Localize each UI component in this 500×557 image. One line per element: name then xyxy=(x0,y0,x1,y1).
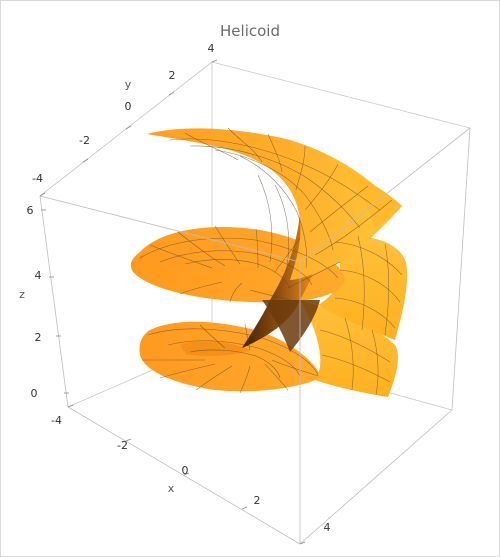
y-tick-label: 4 xyxy=(208,42,215,55)
y-axis-label: y xyxy=(125,78,132,91)
y-tick-label: 2 xyxy=(169,69,176,82)
surface-top-right-edge xyxy=(345,170,402,228)
x-tick-label: 4 xyxy=(324,521,331,534)
surface-bottom-band xyxy=(139,321,320,392)
surface-mid-right xyxy=(318,236,408,340)
y-tick-label: -2 xyxy=(79,134,90,147)
z-tick-label: 6 xyxy=(27,204,34,217)
x-axis-label: x xyxy=(168,482,175,495)
z-tick-label: 0 xyxy=(31,387,38,400)
z-tick-label: 2 xyxy=(35,331,42,344)
x-axis: -4 -2 0 2 4 x xyxy=(51,404,331,545)
helicoid-surface xyxy=(130,127,408,397)
x-tick-label: -4 xyxy=(51,414,62,427)
surface-bottom-right xyxy=(300,300,398,397)
surface-mesh xyxy=(139,127,403,396)
x-tick-label: -2 xyxy=(117,439,128,452)
x-tick-label: 0 xyxy=(182,464,189,477)
chart-title: Helicoid xyxy=(220,22,280,40)
bounding-box-front xyxy=(39,127,471,545)
z-tick-label: 4 xyxy=(35,269,42,282)
z-axis: 0 2 4 6 z xyxy=(19,204,69,400)
x-tick-label: 2 xyxy=(254,494,261,507)
surface-core-dark-lower xyxy=(262,300,320,352)
y-tick-label: 0 xyxy=(125,100,132,113)
y-tick-label: -4 xyxy=(32,172,43,185)
y-axis: -4 -2 0 2 4 y xyxy=(32,42,218,197)
surface-bottom-inner xyxy=(180,341,250,357)
z-axis-label: z xyxy=(19,288,25,301)
